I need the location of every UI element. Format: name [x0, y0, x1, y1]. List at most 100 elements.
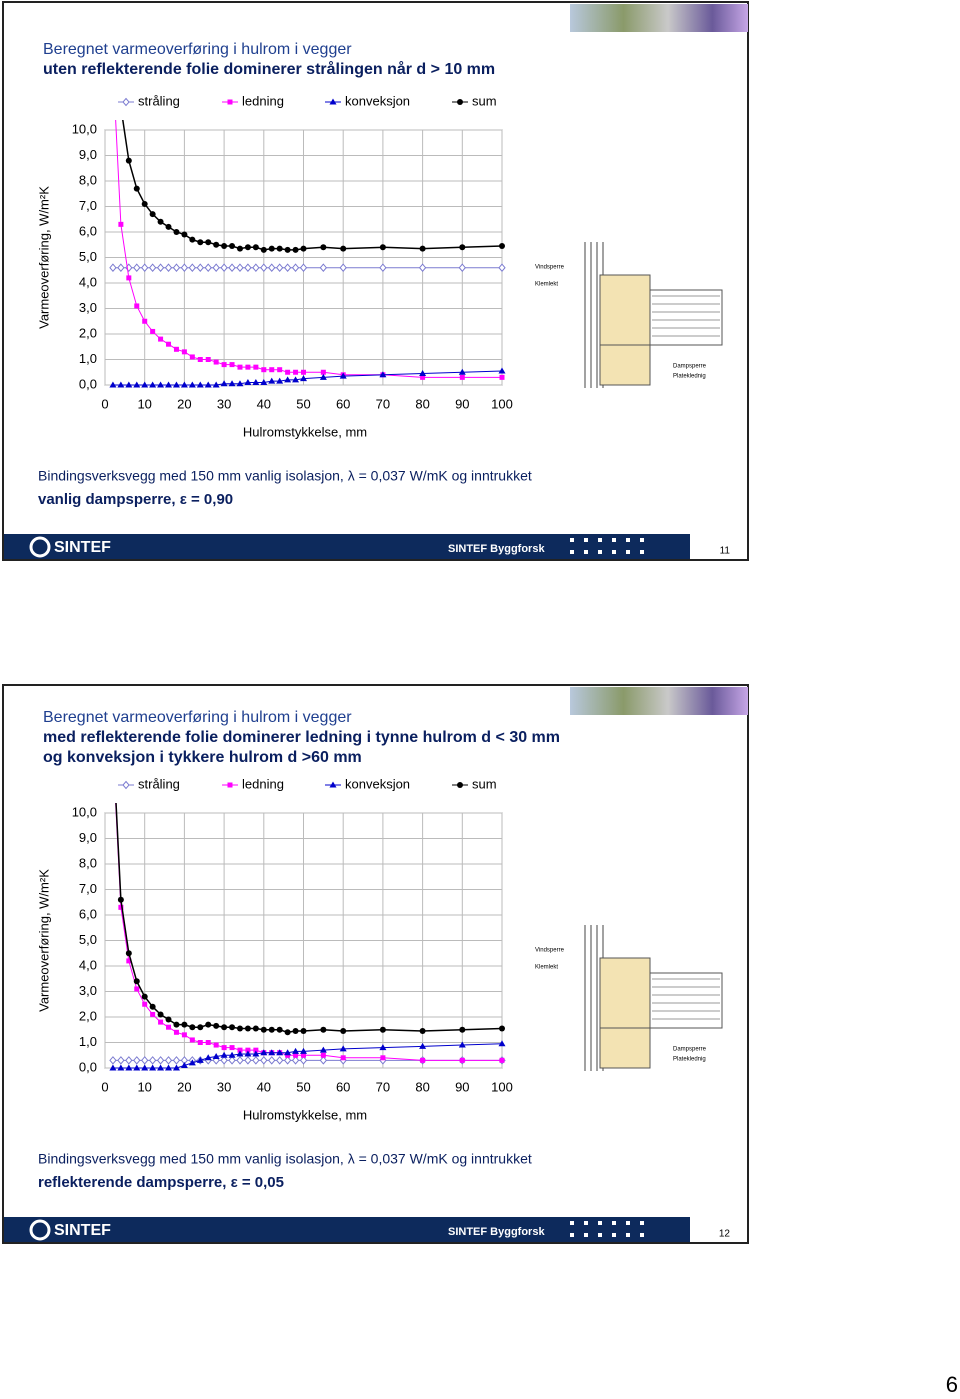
y-tick-label: 3,0 — [79, 300, 97, 315]
data-point — [196, 263, 204, 272]
data-point — [299, 1056, 308, 1065]
x-tick-label: 50 — [296, 1079, 310, 1094]
data-point — [260, 1026, 267, 1033]
data-point — [204, 1054, 212, 1061]
data-point — [244, 1025, 251, 1032]
data-point — [340, 1028, 347, 1035]
data-point — [379, 1026, 386, 1033]
x-tick-label: 30 — [217, 1079, 231, 1094]
y-tick-label: 4,0 — [79, 957, 97, 972]
data-point — [245, 1047, 251, 1053]
data-point — [252, 244, 259, 251]
data-point — [300, 375, 307, 382]
legend-label: stråling — [138, 93, 180, 108]
data-point — [197, 239, 204, 246]
data-point — [228, 263, 236, 272]
footer-bar — [4, 534, 690, 559]
data-point — [229, 243, 236, 250]
data-point — [109, 381, 117, 388]
data-point — [133, 185, 140, 192]
data-point — [300, 245, 307, 252]
data-point — [285, 369, 291, 375]
data-point — [283, 263, 292, 272]
footer-dot — [626, 1233, 630, 1237]
data-point — [268, 1026, 275, 1033]
x-tick-label: 90 — [455, 396, 469, 411]
data-point — [220, 1051, 228, 1058]
data-point — [319, 373, 327, 380]
data-point — [320, 1052, 326, 1058]
data-point — [499, 243, 505, 250]
y-tick-label: 0,0 — [79, 376, 97, 391]
data-point — [133, 1064, 141, 1071]
diagram-joist — [649, 289, 723, 346]
data-point — [189, 236, 196, 243]
x-tick-label: 60 — [336, 396, 350, 411]
data-point — [244, 1056, 252, 1065]
data-point — [379, 1044, 387, 1051]
footer-bar — [4, 1217, 690, 1242]
data-point — [181, 1032, 187, 1038]
data-point — [173, 229, 180, 235]
data-point — [276, 245, 283, 252]
y-tick-label: 5,0 — [79, 249, 97, 264]
x-tick-label: 40 — [257, 1079, 271, 1094]
data-point — [148, 1056, 157, 1065]
data-point — [268, 377, 276, 384]
data-point — [118, 221, 124, 227]
page-number: 6 — [946, 1372, 958, 1397]
x-tick-label: 70 — [376, 1079, 390, 1094]
data-point — [260, 378, 268, 385]
data-point — [220, 263, 228, 272]
x-tick-label: 30 — [217, 396, 231, 411]
data-point — [180, 1061, 188, 1068]
data-point — [213, 359, 219, 365]
data-point — [283, 1056, 292, 1065]
data-point — [300, 1047, 307, 1054]
data-point — [237, 364, 243, 370]
caption: vanlig dampsperre, ε = 0,90 — [38, 491, 233, 508]
data-point — [276, 1049, 284, 1056]
data-point — [173, 1029, 179, 1035]
data-point — [213, 241, 220, 248]
footer-dot — [626, 1221, 630, 1225]
logo: SINTEF — [54, 1222, 111, 1239]
data-point — [245, 364, 251, 370]
y-axis-title: Varmeoverføring, W/m²K — [36, 869, 51, 1012]
data-point — [459, 244, 466, 251]
y-tick-label: 1,0 — [79, 1034, 97, 1049]
slide-number: 11 — [720, 546, 731, 557]
data-point — [320, 1026, 327, 1033]
y-tick-label: 2,0 — [79, 325, 97, 340]
y-tick-label: 0,0 — [79, 1059, 97, 1074]
data-point — [205, 1021, 212, 1028]
data-point — [172, 1064, 180, 1071]
data-point — [213, 1022, 220, 1029]
x-tick-label: 0 — [101, 1079, 108, 1094]
x-axis-title: Hulromstykkelse, mm — [243, 424, 367, 439]
legend-label: sum — [472, 93, 497, 108]
data-point — [252, 378, 260, 385]
data-point — [228, 1056, 236, 1065]
data-point — [197, 1024, 204, 1031]
data-point — [301, 1052, 306, 1058]
y-tick-label: 1,0 — [79, 351, 97, 366]
data-point — [141, 200, 148, 207]
data-point — [156, 263, 165, 272]
diagram-label: Klemlekt — [535, 965, 558, 971]
diagram-label: Plateklednig — [673, 1057, 706, 1063]
data-point — [498, 263, 506, 272]
data-point — [173, 346, 179, 352]
data-point — [141, 381, 149, 388]
data-point — [141, 263, 149, 272]
data-point — [118, 904, 124, 910]
data-point — [244, 263, 252, 272]
footer-dot — [640, 538, 644, 542]
data-point — [284, 1049, 292, 1056]
data-point — [141, 1056, 149, 1065]
slide-title: Beregnet varmeoverføring i hulrom i vegg… — [43, 41, 352, 58]
data-point — [291, 263, 300, 272]
footer-dot — [626, 538, 630, 542]
logo-mark — [29, 536, 51, 558]
data-point — [292, 1028, 299, 1035]
